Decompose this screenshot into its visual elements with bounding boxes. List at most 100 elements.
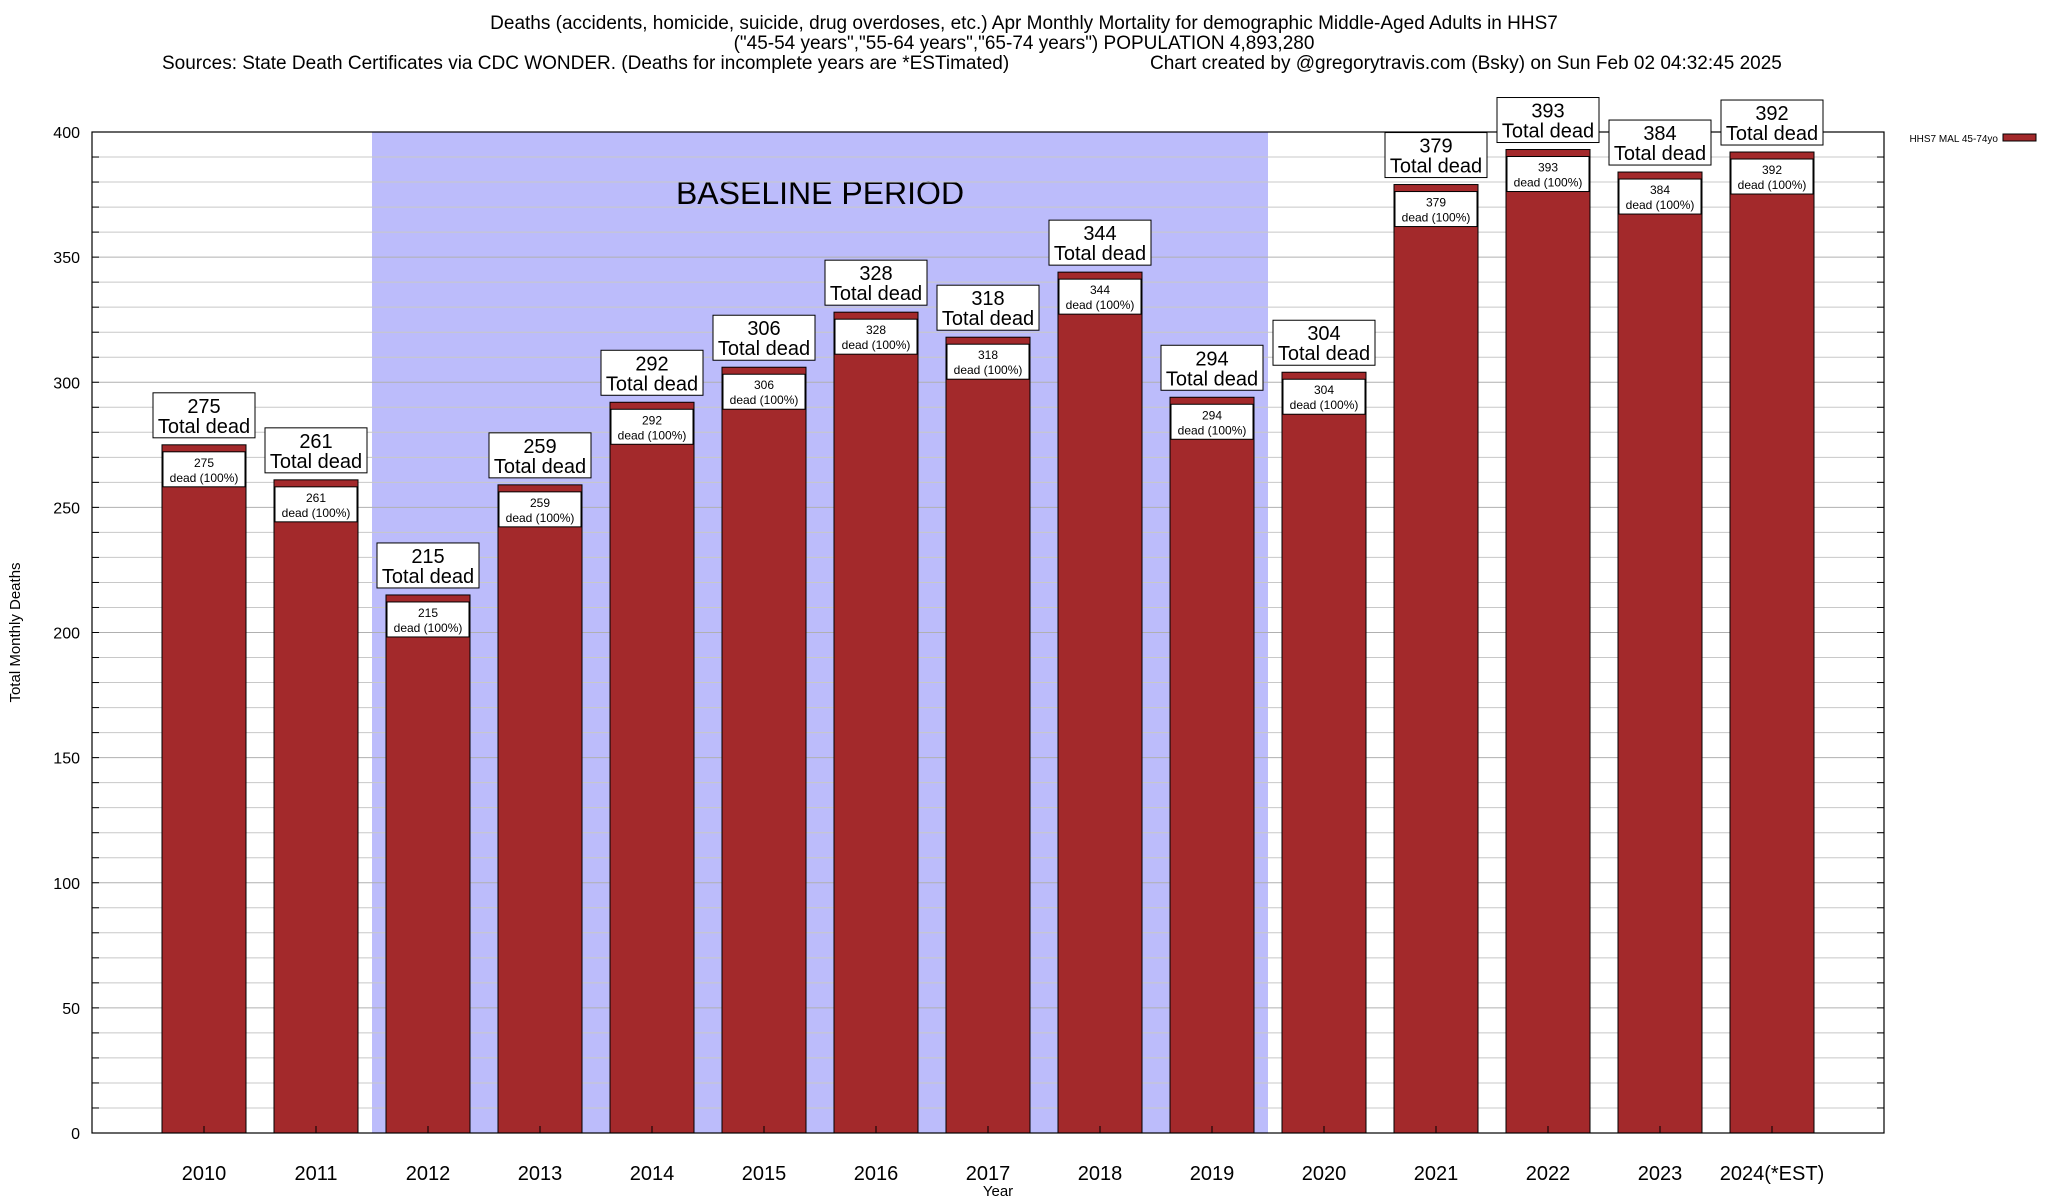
bar-inner-percent: dead (100%) — [842, 338, 911, 352]
bar-2021 — [1393, 184, 1479, 1134]
bar-total-label: Total dead — [1166, 368, 1258, 390]
bar-inner-label-box — [1282, 378, 1366, 415]
y-axis-title: Total Monthly Deaths — [7, 562, 24, 702]
bar-inner-percent: dead (100%) — [1178, 423, 1247, 437]
bar-total-label: Total dead — [1614, 143, 1706, 165]
bar-2015 — [721, 366, 807, 1134]
legend-swatch — [2002, 133, 2037, 142]
bar-total-label-box — [152, 392, 256, 439]
x-axis-title: Year — [983, 1183, 1013, 1200]
bar-inner-value: 294 — [1202, 408, 1222, 422]
x-tick-label: 2014 — [630, 1163, 675, 1185]
bar-2023 — [1617, 171, 1703, 1134]
bar-inner-value: 275 — [194, 456, 214, 470]
bar-inner-value: 259 — [530, 496, 550, 510]
bar-total-label-box — [712, 314, 816, 361]
x-tick-label: 2019 — [1190, 1163, 1235, 1185]
bar-inner-label-box — [1618, 178, 1702, 215]
chart-credit: Chart created by @gregorytravis.com (Bsk… — [1150, 53, 1782, 74]
bar-inner-label-box — [498, 491, 582, 528]
sources-note: Sources: State Death Certificates via CD… — [162, 53, 1010, 74]
bar-total-label-box — [488, 432, 592, 479]
bar-total-label-box — [1160, 344, 1264, 391]
bar-2020 — [1281, 371, 1367, 1134]
bar-inner-value: 306 — [754, 378, 774, 392]
bar-total-label-box — [1384, 132, 1488, 179]
bar-total-label: Total dead — [942, 308, 1034, 330]
bar-total-label-box — [1608, 119, 1712, 166]
bar-total-label: Total dead — [1726, 123, 1818, 145]
bar-inner-label-box — [610, 408, 694, 445]
bar-inner-value: 344 — [1090, 283, 1110, 297]
bar-total-value: 275 — [187, 396, 220, 418]
bar-inner-value: 292 — [642, 413, 662, 427]
bar-2024(*EST) — [1729, 151, 1815, 1134]
bar-inner-value: 318 — [978, 348, 998, 362]
bar-inner-label-box — [386, 601, 470, 638]
bar-total-value: 318 — [971, 288, 1004, 310]
bar-total-value: 344 — [1083, 223, 1116, 245]
y-tick-label: 250 — [53, 500, 80, 517]
y-tick-label: 100 — [53, 876, 80, 893]
bar-inner-value: 392 — [1762, 163, 1782, 177]
bar-total-label: Total dead — [606, 373, 698, 395]
bar-total-label: Total dead — [830, 283, 922, 305]
bar-total-label: Total dead — [494, 456, 586, 478]
bar-2018 — [1057, 271, 1143, 1134]
x-tick-label: 2011 — [294, 1163, 337, 1185]
legend-label: HHS7 MAL 45-74yo — [1909, 134, 1998, 145]
bar-inner-label-box — [1058, 278, 1142, 315]
bar-total-label-box — [600, 349, 704, 396]
bar-total-label: Total dead — [382, 566, 474, 588]
x-tick-label: 2017 — [966, 1163, 1011, 1185]
bar-2022 — [1505, 149, 1591, 1134]
bar-inner-label-box — [722, 373, 806, 410]
bar-inner-percent: dead (100%) — [1402, 211, 1471, 225]
x-tick-label: 2016 — [854, 1163, 899, 1185]
baseline-period-label: BASELINE PERIOD — [676, 175, 964, 211]
bar-total-value: 261 — [299, 431, 332, 453]
bar-inner-label-box — [834, 318, 918, 355]
bar-total-value: 294 — [1195, 348, 1228, 370]
bar-2016 — [833, 311, 919, 1134]
bar-inner-value: 379 — [1426, 196, 1446, 210]
bar-inner-percent: dead (100%) — [618, 428, 687, 442]
y-tick-label: 200 — [53, 626, 80, 643]
bar-total-label-box — [1048, 219, 1152, 266]
bar-total-label-box — [1720, 99, 1824, 146]
bar-total-label: Total dead — [1278, 343, 1370, 365]
bar-inner-label-box — [274, 486, 358, 523]
x-tick-label: 2015 — [742, 1163, 787, 1185]
bar-inner-percent: dead (100%) — [506, 511, 575, 525]
y-tick-label: 150 — [53, 751, 80, 768]
bar-total-label-box — [1272, 319, 1376, 366]
bar-total-label: Total dead — [1502, 121, 1594, 143]
bar-2012 — [385, 594, 471, 1134]
bar-inner-percent: dead (100%) — [1514, 176, 1583, 190]
bar-inner-value: 215 — [418, 606, 438, 620]
y-tick-label: 50 — [62, 1001, 80, 1018]
chart-title: Deaths (accidents, homicide, suicide, dr… — [490, 13, 1558, 34]
bar-inner-percent: dead (100%) — [954, 363, 1023, 377]
bar-inner-value: 384 — [1650, 183, 1670, 197]
bar-total-value: 292 — [635, 353, 668, 375]
bar-total-label-box — [936, 284, 1040, 331]
bar-inner-label-box — [1170, 403, 1254, 440]
y-tick-label: 300 — [53, 375, 80, 392]
bar-total-value: 393 — [1531, 101, 1564, 123]
bar-total-label: Total dead — [270, 451, 362, 473]
bar-total-label-box — [376, 542, 480, 589]
bar-inner-percent: dead (100%) — [730, 393, 799, 407]
bar-2013 — [497, 484, 583, 1134]
bar-inner-label-box — [162, 451, 246, 488]
bar-inner-percent: dead (100%) — [170, 471, 239, 485]
bar-inner-percent: dead (100%) — [1290, 398, 1359, 412]
x-tick-label: 2012 — [406, 1163, 451, 1185]
bar-total-value: 306 — [747, 318, 780, 340]
bar-inner-percent: dead (100%) — [1738, 178, 1807, 192]
bar-total-value: 304 — [1307, 323, 1340, 345]
x-tick-label: 2022 — [1526, 1163, 1571, 1185]
bar-total-value: 215 — [411, 546, 444, 568]
bar-total-label-box — [1496, 97, 1600, 144]
